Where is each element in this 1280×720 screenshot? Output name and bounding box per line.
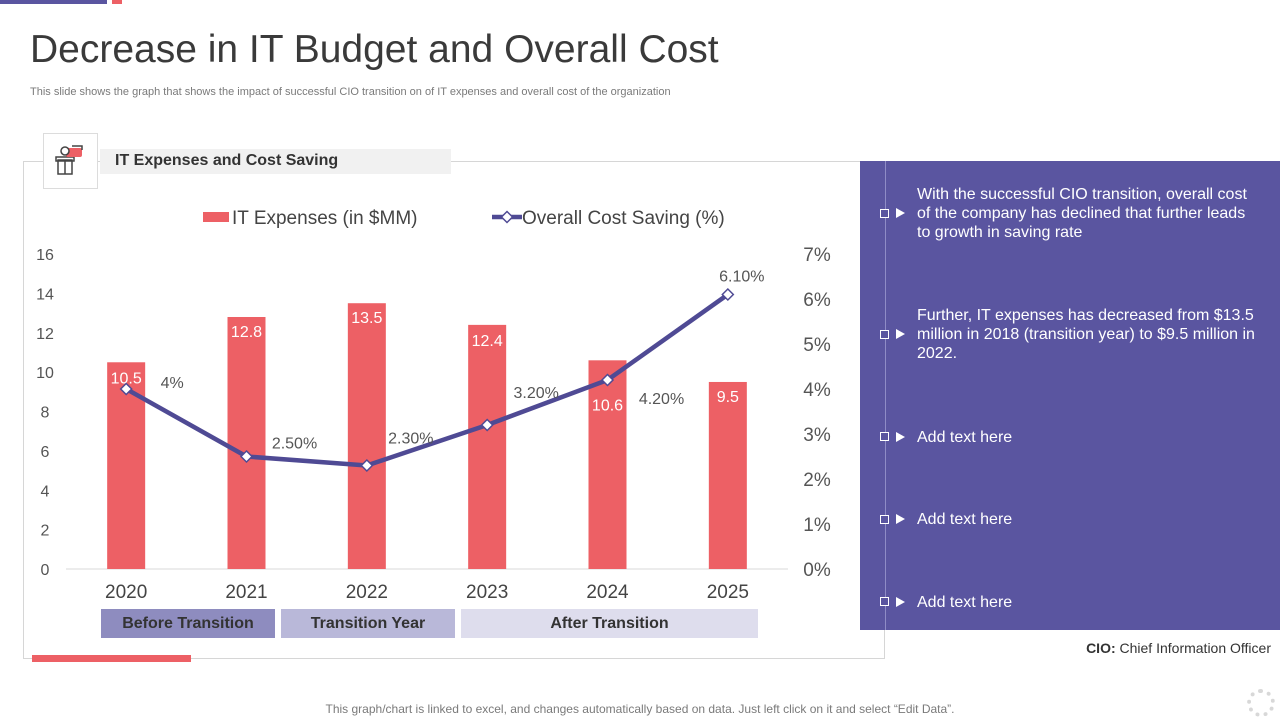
budget-icon xyxy=(43,133,98,189)
side-panel-text-1: With the successful CIO transition, over… xyxy=(917,186,1247,241)
bullet-marker-icon xyxy=(880,432,889,441)
side-panel-text-4: Add text here xyxy=(917,511,1013,528)
play-arrow-icon xyxy=(896,597,905,607)
phase-before-transition: Before Transition xyxy=(101,609,275,638)
chart-header-bar xyxy=(100,149,451,174)
play-arrow-icon xyxy=(896,432,905,442)
chart-header-title: IT Expenses and Cost Saving xyxy=(115,152,339,169)
bullet-marker-icon xyxy=(880,515,889,524)
bottom-accent-bar xyxy=(32,655,191,662)
play-arrow-icon xyxy=(896,208,905,218)
play-arrow-icon xyxy=(896,329,905,339)
bullet-marker-icon xyxy=(880,209,889,218)
phase-transition-year: Transition Year xyxy=(281,609,455,638)
chart-frame xyxy=(23,161,885,659)
cio-full: Chief Information Officer xyxy=(1119,640,1271,656)
side-panel xyxy=(860,161,1280,630)
cio-footnote: CIO: Chief Information Officer xyxy=(1086,640,1271,656)
page-subtitle: This slide shows the graph that shows th… xyxy=(30,86,671,98)
side-panel-text-3: Add text here xyxy=(917,429,1013,446)
bullet-marker-icon xyxy=(880,597,889,606)
page-title: Decrease in IT Budget and Overall Cost xyxy=(30,28,719,71)
footer-note: This graph/chart is linked to excel, and… xyxy=(325,702,955,716)
side-panel-text-5: Add text here xyxy=(917,594,1013,611)
side-panel-timeline xyxy=(885,161,886,630)
top-accent-marker xyxy=(112,0,122,4)
play-arrow-icon xyxy=(896,514,905,524)
gear-icon xyxy=(1247,689,1275,717)
cio-abbr: CIO: xyxy=(1086,640,1116,656)
bullet-marker-icon xyxy=(880,330,889,339)
side-panel-text-2: Further, IT expenses has decreased from … xyxy=(917,307,1255,362)
top-accent-bar xyxy=(0,0,107,4)
phase-after-transition: After Transition xyxy=(461,609,758,638)
